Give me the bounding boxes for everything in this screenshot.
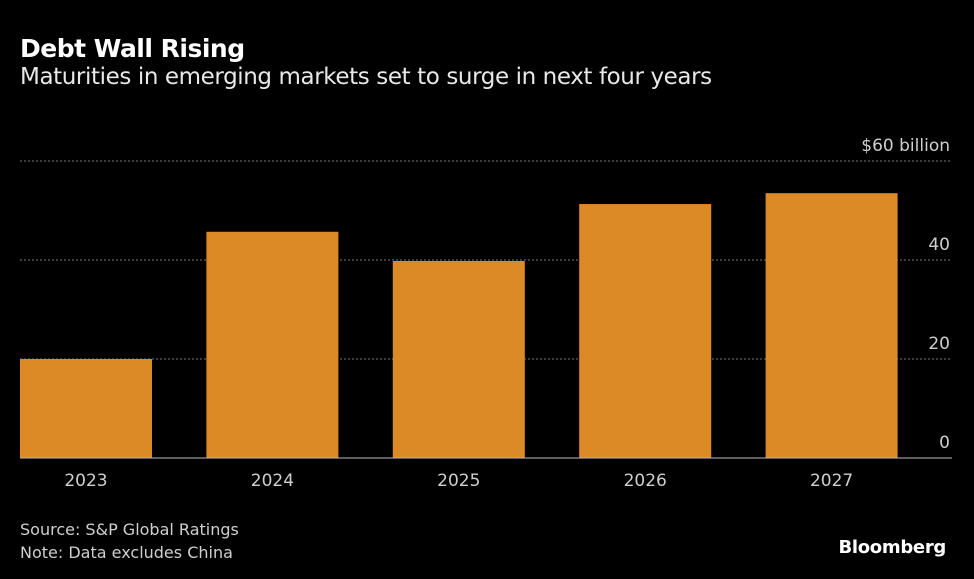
y-tick-label: 0 [939, 433, 950, 453]
y-tick-label: 20 [928, 334, 950, 354]
bar-2025 [392, 260, 525, 458]
footnotes: Source: S&P Global Ratings Note: Data ex… [20, 518, 239, 564]
bloomberg-logo: Bloomberg [838, 537, 946, 558]
y-tick-label: $60 billion [861, 136, 950, 156]
x-tick-label: 2024 [251, 471, 294, 491]
y-tick-label: 40 [928, 235, 950, 255]
bar-2024 [206, 231, 339, 458]
data-note: Note: Data excludes China [20, 543, 233, 562]
bar-2026 [579, 204, 712, 458]
source-note: Source: S&P Global Ratings [20, 520, 239, 539]
chart-title: Debt Wall Rising [20, 34, 245, 63]
x-tick-label: 2026 [624, 471, 667, 491]
x-tick-label: 2027 [810, 471, 853, 491]
chart-subtitle: Maturities in emerging markets set to su… [20, 64, 712, 90]
x-tick-label: 2025 [437, 471, 480, 491]
bar-2027 [765, 193, 898, 459]
bar-2023 [20, 359, 152, 458]
x-tick-label: 2023 [64, 471, 107, 491]
